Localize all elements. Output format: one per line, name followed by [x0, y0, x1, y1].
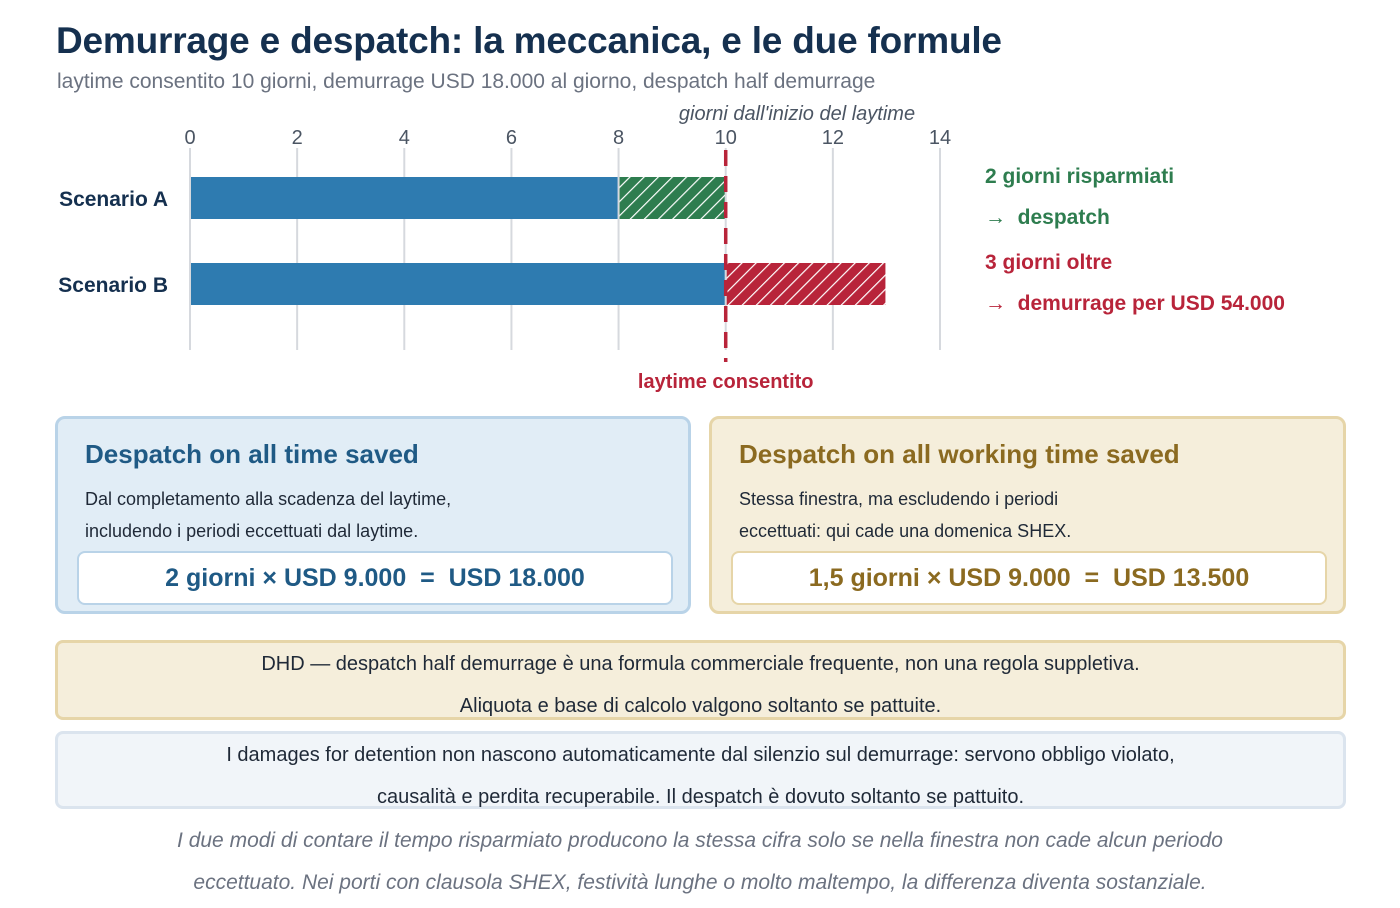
laytime-chart: giorni dall'inizio del laytime 0 2 4 6 8 10 12… — [58, 103, 1285, 393]
damages-note-line2: causalità e perdita recuperabile. Il des… — [376, 786, 1025, 808]
x-tick-label: 0 — [184, 127, 195, 149]
working-time-saved-text-line2: eccettuati: qui cade una domenica SHEX. — [739, 521, 1072, 541]
working-time-saved-card: Despatch on all working time saved Stess… — [709, 416, 1346, 614]
annotation-line1: 3 giorni oltre — [985, 251, 1112, 274]
all-time-saved-text-line2: includendo i periodi eccettuati dal layt… — [85, 521, 419, 541]
x-tick-label: 10 — [715, 127, 737, 149]
bar-overrun — [726, 263, 886, 305]
x-tick-label: 2 — [292, 127, 303, 149]
working-time-saved-text-line1: Stessa finestra, ma escludendo i periodi — [739, 489, 1059, 509]
footer-line2: eccettuato. Nei porti con clausola SHEX,… — [193, 871, 1207, 894]
footer-line1: I due modi di contare il tempo risparmia… — [177, 829, 1223, 852]
annotation-line1: 2 giorni risparmiati — [985, 165, 1174, 188]
working-time-saved-formula: 1,5 giorni × USD 9.000 = USD 13.500 — [731, 551, 1327, 605]
all-time-saved-card: Despatch on all time saved Dal completam… — [55, 416, 691, 614]
bar-time-used — [191, 263, 725, 305]
damages-note-line1: I damages for detention non nascono auto… — [226, 744, 1175, 766]
all-time-saved-formula: 2 giorni × USD 9.000 = USD 18.000 — [77, 551, 673, 605]
dhd-note-line1: DHD — despatch half demurrage è una form… — [261, 653, 1140, 675]
reference-line-label: laytime consentito — [638, 371, 814, 393]
x-tick-label: 8 — [613, 127, 624, 149]
x-tick-label: 14 — [929, 127, 951, 149]
x-tick-label: 4 — [399, 127, 410, 149]
x-tick-label: 6 — [506, 127, 517, 149]
dhd-note-line2: Aliquota e base di calcolo valgono solta… — [459, 695, 942, 717]
annotation-line2: → despatch — [985, 206, 1110, 229]
working-time-saved-heading: Despatch on all working time saved — [739, 439, 1180, 469]
all-time-saved-text-line1: Dal completamento alla scadenza del layt… — [85, 489, 452, 509]
dhd-note: DHD — despatch half demurrage è una form… — [55, 640, 1346, 720]
working-time-saved-description: Stessa finestra, ma escludendo i periodi… — [739, 483, 1299, 547]
x-tick-label: 12 — [822, 127, 844, 149]
category-label: Scenario A — [59, 188, 168, 211]
all-time-saved-heading: Despatch on all time saved — [85, 439, 419, 469]
footer-note: I due modi di contare il tempo risparmia… — [60, 820, 1340, 904]
all-time-saved-description: Dal completamento alla scadenza del layt… — [85, 483, 645, 547]
category-label: Scenario B — [58, 274, 168, 297]
bar-saved — [619, 177, 725, 219]
page-subtitle: laytime consentito 10 giorni, demurrage … — [57, 70, 876, 93]
annotation-line2: → demurrage per USD 54.000 — [985, 292, 1285, 315]
bar-time-used — [191, 177, 618, 219]
page-title: Demurrage e despatch: la meccanica, e le… — [56, 20, 1002, 61]
x-axis-label: giorni dall'inizio del laytime — [679, 103, 915, 125]
damages-note: I damages for detention non nascono auto… — [55, 731, 1346, 809]
